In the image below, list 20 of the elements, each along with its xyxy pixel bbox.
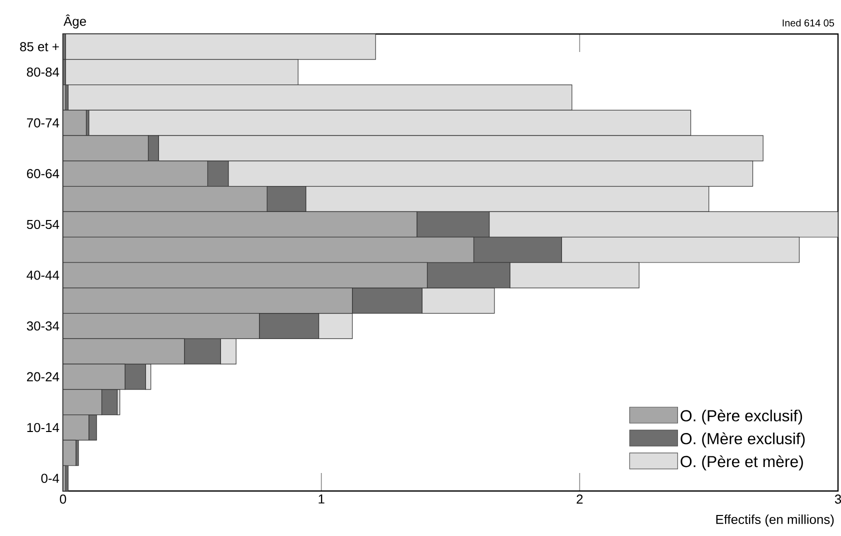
y-tick-label: 0-4 — [41, 474, 60, 483]
x-tick-label: 0 — [60, 494, 66, 504]
legend-label: O. (Père et mère) — [680, 455, 803, 470]
y-tick-label: 30-34 — [26, 321, 60, 331]
y-tick-label: 40-44 — [26, 270, 60, 280]
x-tick-label: 3 — [834, 494, 841, 504]
x-tick-label: 1 — [318, 494, 324, 504]
text: Ined 614 05 — [782, 19, 834, 26]
y-axis-title: Âge — [64, 14, 86, 28]
y-tick-label: 80-84 — [26, 67, 60, 77]
y-tick-label: 85 et + — [20, 42, 59, 52]
y-tick-label: 60-64 — [27, 169, 60, 178]
x-axis-title: Effectifs (en millions) — [716, 514, 834, 527]
x-tick-label: 2 — [576, 494, 583, 504]
y-tick-label: 20-24 — [27, 372, 60, 382]
y-tick-label: 70-74 — [27, 118, 60, 128]
y-tick-label: 10-14 — [27, 422, 60, 432]
legend-label: O. (Père exclusif) — [680, 410, 802, 425]
y-tick-label: 50-54 — [26, 220, 60, 230]
legend-label: O. (Mère exclusif) — [680, 432, 805, 448]
